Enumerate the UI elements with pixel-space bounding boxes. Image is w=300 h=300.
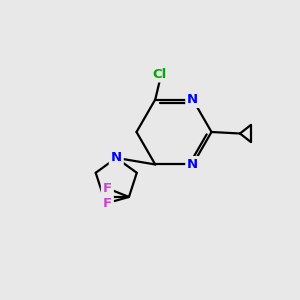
Text: F: F bbox=[103, 182, 112, 195]
Text: N: N bbox=[187, 158, 198, 171]
Text: Cl: Cl bbox=[153, 68, 167, 80]
Text: F: F bbox=[103, 197, 112, 210]
Text: N: N bbox=[187, 93, 198, 106]
Text: N: N bbox=[111, 152, 122, 164]
